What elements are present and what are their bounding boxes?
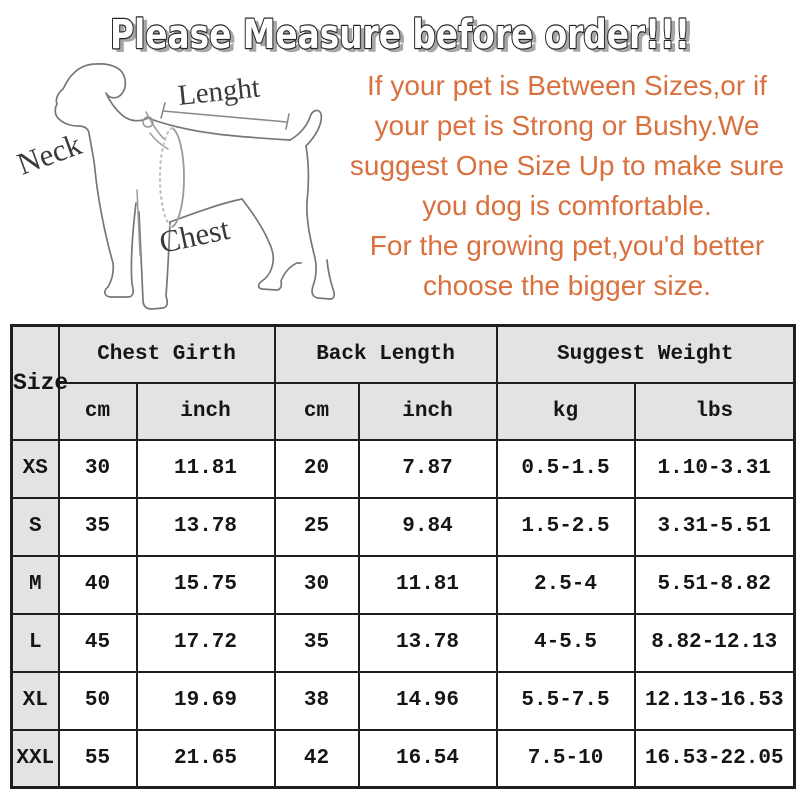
table-cell: 30 <box>57 438 138 499</box>
row-size-label: L <box>10 612 60 673</box>
row-size-label: XL <box>10 670 60 731</box>
table-row-xs: XS 30 11.81 20 7.87 0.5-1.5 1.10-3.31 <box>10 438 796 499</box>
dog-belly <box>169 198 243 223</box>
length-measure-line <box>160 102 290 130</box>
neck-label: Neck <box>12 126 86 181</box>
row-size-label: XS <box>10 438 60 499</box>
table-cell: 16.54 <box>357 728 498 789</box>
dog-front-outline <box>58 118 137 298</box>
table-cell: 55 <box>57 728 138 789</box>
dog-tail <box>289 109 323 147</box>
row-size-label: S <box>10 496 60 557</box>
advice-line: suggest One Size Up to make sure <box>349 150 785 181</box>
table-cell: 25 <box>273 496 360 557</box>
dog-far-rear-leg <box>305 145 336 300</box>
dog-collar-line <box>149 132 169 150</box>
table-cell: 16.53-22.05 <box>633 728 796 789</box>
size-column-header: Size <box>10 324 68 441</box>
table-row-xl: XL 50 19.69 38 14.96 5.5-7.5 12.13-16.53 <box>10 670 796 731</box>
table-cell: 1.10-3.31 <box>633 438 796 499</box>
table-cell: 5.51-8.82 <box>633 554 796 615</box>
table-cell: 13.78 <box>135 496 276 557</box>
table-cell: 21.65 <box>135 728 276 789</box>
row-size-label: M <box>10 554 60 615</box>
table-cell: 11.81 <box>357 554 498 615</box>
table-row-m: M 40 15.75 30 11.81 2.5-4 5.51-8.82 <box>10 554 796 615</box>
dog-shoulder-line <box>145 111 166 141</box>
dog-leg-separator <box>136 189 141 256</box>
table-cell: 4-5.5 <box>495 612 636 673</box>
length-label: Lenght <box>176 72 261 112</box>
table-cell: 45 <box>57 612 138 673</box>
dog-measurement-diagram: Neck Lenght Chest <box>12 63 336 310</box>
table-cell: 42 <box>273 728 360 789</box>
advice-line: choose the bigger size. <box>423 270 711 301</box>
table-cell: 12.13-16.53 <box>633 670 796 731</box>
dog-near-rear-leg <box>241 198 302 291</box>
unit-header-inch: inch <box>357 381 498 441</box>
header-row-units: cm inch cm inch kg lbs <box>12 381 796 441</box>
dog-head-outline <box>54 63 149 122</box>
table-cell: 8.82-12.13 <box>633 612 796 673</box>
table-cell: 40 <box>57 554 138 615</box>
sizing-advice-text: If your pet is Between Sizes,or if your … <box>336 66 798 306</box>
header-row-groups: Size Chest Girth Back Length Suggest Wei… <box>10 324 796 441</box>
chest-label: Chest <box>156 211 233 260</box>
table-row-xxl: XXL 55 21.65 42 16.54 7.5-10 16.53-22.05 <box>10 728 796 789</box>
size-chart-table: Size Chest Girth Back Length Suggest Wei… <box>10 324 796 789</box>
table-cell: 3.31-5.51 <box>633 496 796 557</box>
table-cell: 9.84 <box>357 496 498 557</box>
table-cell: 5.5-7.5 <box>495 670 636 731</box>
unit-header-cm: cm <box>57 381 138 441</box>
page-title: Please Measure before order!!! <box>110 12 690 58</box>
page-title-shadow: Please Measure before order!!! <box>114 15 694 61</box>
table-cell: 13.78 <box>357 612 498 673</box>
title-banner: Please Measure before order!!! Please Me… <box>109 11 695 62</box>
table-cell: 17.72 <box>135 612 276 673</box>
table-cell: 7.5-10 <box>495 728 636 789</box>
dog-back <box>147 117 291 141</box>
row-size-label: XXL <box>10 728 60 789</box>
suggest-weight-header: Suggest Weight <box>495 324 796 384</box>
table-cell: 2.5-4 <box>495 554 636 615</box>
table-cell: 11.81 <box>135 438 276 499</box>
unit-header-inch: inch <box>135 381 276 441</box>
table-cell: 50 <box>57 670 138 731</box>
table-cell: 35 <box>273 612 360 673</box>
table-cell: 0.5-1.5 <box>495 438 636 499</box>
dog-far-front-leg <box>138 211 171 310</box>
unit-header-kg: kg <box>495 381 636 441</box>
advice-line: you dog is comfortable. <box>422 190 712 221</box>
chest-girth-arc-dotted <box>158 126 174 229</box>
chest-girth-header: Chest Girth <box>57 324 276 384</box>
table-row-l: L 45 17.72 35 13.78 4-5.5 8.82-12.13 <box>10 612 796 673</box>
advice-line: For the growing pet,you'd better <box>369 230 765 261</box>
back-length-header: Back Length <box>273 324 498 384</box>
table-row-s: S 35 13.78 25 9.84 1.5-2.5 3.31-5.51 <box>10 496 796 557</box>
harness-ring <box>142 116 154 128</box>
table-cell: 15.75 <box>135 554 276 615</box>
table-cell: 35 <box>57 496 138 557</box>
table-cell: 38 <box>273 670 360 731</box>
advice-line: If your pet is Between Sizes,or if <box>367 70 767 101</box>
unit-header-cm: cm <box>273 381 360 441</box>
table-cell: 7.87 <box>357 438 498 499</box>
table-cell: 14.96 <box>357 670 498 731</box>
advice-line: your pet is Strong or Bushy.We <box>374 110 760 141</box>
chest-girth-arc-solid <box>171 127 185 228</box>
table-cell: 19.69 <box>135 670 276 731</box>
table-cell: 1.5-2.5 <box>495 496 636 557</box>
table-cell: 20 <box>273 438 360 499</box>
table-cell: 30 <box>273 554 360 615</box>
unit-header-lbs: lbs <box>633 381 796 441</box>
